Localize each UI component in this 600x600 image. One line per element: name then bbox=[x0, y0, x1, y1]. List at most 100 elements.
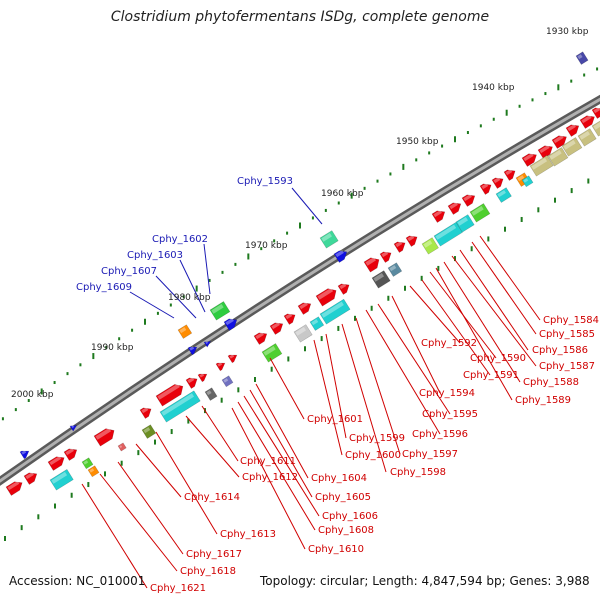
gene-feature bbox=[209, 301, 231, 321]
gene-feature bbox=[315, 287, 337, 307]
gene-label: Cphy_1612 bbox=[242, 472, 298, 483]
gene-label: Cphy_1593 bbox=[237, 176, 293, 187]
label-leader bbox=[325, 333, 347, 439]
scale-label: 1970 kbp bbox=[245, 241, 288, 251]
inner-tick bbox=[554, 197, 556, 203]
gene-feature bbox=[187, 346, 198, 356]
scale-dot bbox=[105, 345, 108, 349]
gene-feature bbox=[221, 375, 234, 388]
inner-tick bbox=[504, 226, 506, 232]
label-leader bbox=[291, 187, 323, 225]
map-title: Clostridium phytofermentans ISDg, comple… bbox=[110, 9, 490, 25]
inner-tick bbox=[54, 503, 56, 509]
gene-feature bbox=[433, 221, 463, 247]
inner-tick bbox=[470, 246, 473, 252]
inner-tick bbox=[270, 366, 273, 372]
label-leader bbox=[129, 291, 175, 319]
inner-tick bbox=[70, 492, 73, 498]
gene-feature bbox=[5, 480, 23, 496]
scale-dot bbox=[156, 311, 159, 315]
gene-label: Cphy_1584 bbox=[543, 315, 599, 326]
inner-tick bbox=[304, 346, 306, 352]
gene-feature bbox=[319, 298, 351, 325]
inner-tick bbox=[520, 216, 523, 222]
inner-tick bbox=[287, 356, 290, 362]
gene-feature bbox=[337, 283, 350, 295]
label-leader bbox=[117, 461, 184, 555]
scale-dot bbox=[518, 104, 521, 108]
scale-dot bbox=[14, 408, 17, 412]
label-leader bbox=[435, 267, 513, 401]
gene-feature bbox=[561, 137, 583, 157]
gene-feature bbox=[23, 472, 38, 485]
gene-label: Cphy_1611 bbox=[240, 456, 296, 467]
gene-label: Cphy_1613 bbox=[220, 529, 276, 540]
inner-tick bbox=[170, 429, 173, 435]
gene-feature bbox=[49, 469, 74, 491]
gene-feature bbox=[159, 390, 201, 423]
label-leader bbox=[429, 271, 497, 359]
scale-dot bbox=[596, 67, 599, 71]
inner-tick bbox=[20, 525, 23, 531]
inner-tick bbox=[370, 305, 373, 311]
scale-dot bbox=[402, 163, 405, 170]
inner-tick bbox=[137, 450, 140, 456]
label-leader bbox=[471, 241, 537, 335]
scale-label: 1980 kbp bbox=[168, 293, 211, 303]
scale-label: 1990 kbp bbox=[91, 343, 134, 353]
scale-dot bbox=[27, 399, 30, 402]
gene-feature bbox=[253, 332, 268, 345]
inner-tick bbox=[104, 471, 106, 477]
inner-tick bbox=[87, 482, 90, 488]
label-leader bbox=[135, 443, 182, 498]
gene-label: Cphy_1594 bbox=[419, 388, 475, 399]
gene-feature bbox=[227, 354, 238, 364]
inner-tick bbox=[187, 418, 190, 424]
inner-tick bbox=[237, 387, 240, 393]
gene-feature bbox=[455, 214, 475, 233]
gene-label: Cphy_1590 bbox=[470, 353, 526, 364]
scale-dot bbox=[169, 303, 172, 307]
gene-feature bbox=[405, 235, 418, 247]
gene-feature bbox=[117, 442, 127, 452]
gene-feature bbox=[371, 270, 391, 289]
gene-label: Cphy_1614 bbox=[184, 492, 240, 503]
scale-label: 1950 kbp bbox=[396, 137, 439, 147]
gene-label: Cphy_1610 bbox=[308, 544, 364, 555]
label-leader bbox=[243, 395, 320, 517]
label-leader bbox=[341, 323, 387, 473]
inner-tick bbox=[420, 275, 423, 281]
gene-feature bbox=[491, 177, 504, 189]
inner-tick bbox=[454, 256, 456, 262]
scale-dot bbox=[1, 417, 4, 421]
gene-feature bbox=[223, 318, 238, 331]
gene-feature bbox=[319, 230, 339, 249]
gene-label: Cphy_1586 bbox=[532, 345, 588, 356]
scale-labels: 1930 kbp 1940 kbp 1950 kbp 1960 kbp 1970 kbp… bbox=[11, 27, 589, 400]
gene-feature bbox=[537, 145, 553, 159]
gene-label: Cphy_1609 bbox=[76, 282, 132, 293]
scale-label: 1940 kbp bbox=[472, 83, 515, 93]
label-leader bbox=[201, 405, 239, 462]
gene-feature bbox=[155, 383, 184, 407]
scale-dot bbox=[531, 98, 534, 102]
label-leader bbox=[459, 249, 529, 351]
gene-label: Cphy_1601 bbox=[307, 414, 363, 425]
gene-label: Cphy_1587 bbox=[539, 361, 595, 372]
scale-dot bbox=[428, 151, 431, 155]
gene-feature bbox=[297, 302, 312, 315]
gene-label: Cphy_1608 bbox=[318, 525, 374, 536]
scale-label: 1930 kbp bbox=[546, 27, 589, 37]
scale-dot bbox=[79, 363, 82, 367]
gene-feature bbox=[309, 316, 325, 331]
gene-labels-upper: Cphy_1593 Cphy_1602 Cphy_1603 Cphy_1607 Cphy… bbox=[76, 176, 293, 293]
gene-label: Cphy_1597 bbox=[402, 449, 458, 460]
gene-label: Cphy_1599 bbox=[349, 433, 405, 444]
scale-dot bbox=[144, 318, 146, 325]
label-leader bbox=[365, 309, 441, 435]
label-leader bbox=[231, 407, 306, 550]
scale-dot bbox=[273, 239, 276, 243]
gene-label: Cphy_1604 bbox=[311, 473, 367, 484]
inner-tick bbox=[487, 236, 490, 242]
scale-dot bbox=[324, 208, 327, 212]
